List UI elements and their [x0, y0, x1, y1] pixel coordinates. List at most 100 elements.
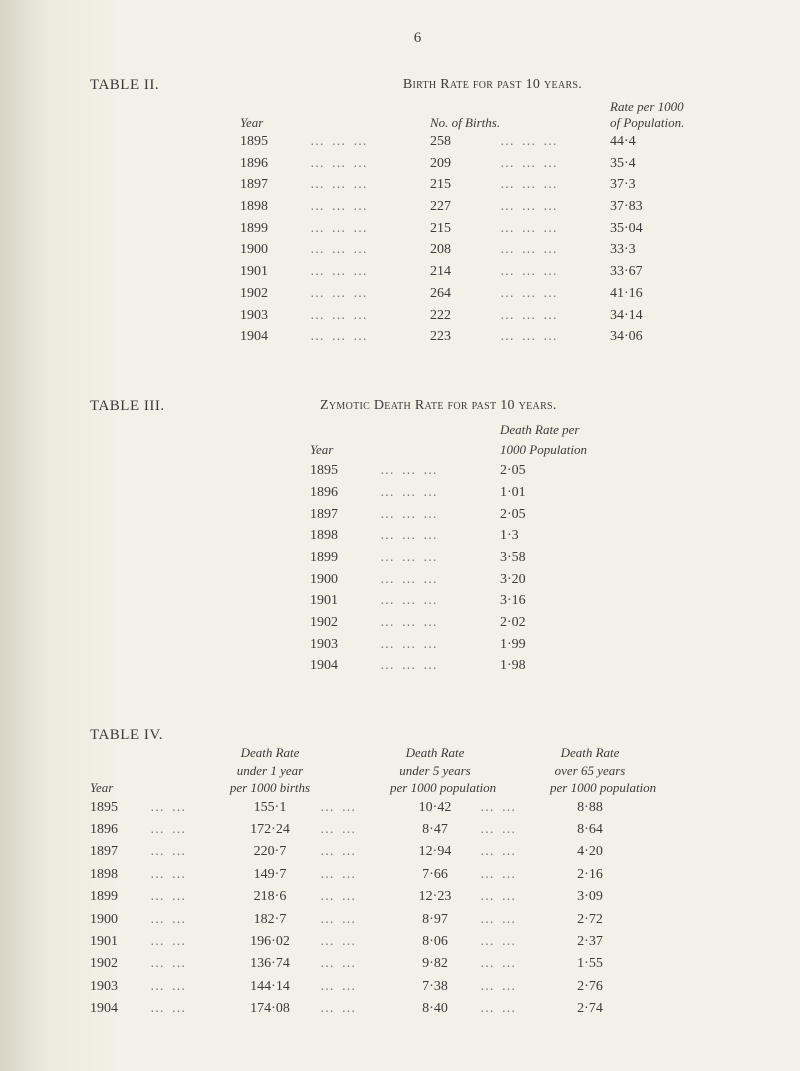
dots: … …: [320, 909, 390, 931]
cell-year: 1898: [90, 864, 150, 886]
cell-rate: 3·20: [500, 569, 580, 591]
cell-rate: 35·04: [610, 218, 690, 240]
table-row: 1900… … …208… … …33·3: [90, 239, 745, 261]
table-4-h1-l3: per 1000 births: [220, 779, 320, 797]
cell-year: 1900: [90, 909, 150, 931]
dots: … … …: [380, 504, 500, 526]
cell-year: 1897: [310, 504, 380, 526]
table-3: TABLE III. Zymotic Death Rate for past 1…: [90, 398, 745, 677]
table-3-rate-header-l2: 1000 Population: [500, 440, 580, 460]
dots: … …: [480, 909, 550, 931]
cell-over65: 2·74: [550, 998, 630, 1020]
cell-under5: 8·97: [390, 909, 480, 931]
table-row: 1896… … …1·01: [90, 482, 745, 504]
dots: … …: [150, 819, 220, 841]
table-row: 1898… …149·7… …7·66… …2·16: [90, 864, 745, 886]
table-row: 1902… …136·74… …9·82… …1·55: [90, 953, 745, 975]
table-row: 1897… … …2·05: [90, 504, 745, 526]
dots: … …: [150, 864, 220, 886]
table-row: 1896… … …209… … …35·4: [90, 153, 745, 175]
cell-rate: 33·67: [610, 261, 690, 283]
cell-year: 1897: [240, 174, 310, 196]
dots: … …: [150, 953, 220, 975]
dots: … … …: [500, 283, 610, 305]
table-row: 1904… … …223… … …34·06: [90, 326, 745, 348]
cell-rate: 3·16: [500, 590, 580, 612]
cell-births: 223: [430, 326, 500, 348]
cell-rate: 44·4: [610, 131, 690, 153]
cell-rate: 41·16: [610, 283, 690, 305]
cell-under1: 144·14: [220, 976, 320, 998]
cell-over65: 2·76: [550, 976, 630, 998]
table-row: 1895… … …258… … …44·4: [90, 131, 745, 153]
cell-year: 1897: [90, 841, 150, 863]
table-4: TABLE IV. Death Rate Death Rate Death Ra…: [90, 727, 745, 1021]
cell-births: 222: [430, 305, 500, 327]
cell-over65: 2·37: [550, 931, 630, 953]
table-4-h2-l3: per 1000 population: [390, 779, 480, 797]
table-2-rate-header-l2: of Population.: [610, 115, 690, 131]
table-row: 1897… … …215… … …37·3: [90, 174, 745, 196]
cell-births: 215: [430, 174, 500, 196]
dots: … … …: [310, 305, 430, 327]
dots: … …: [150, 998, 220, 1020]
table-row: 1904… …174·08… …8·40… …2·74: [90, 998, 745, 1020]
cell-rate: 37·83: [610, 196, 690, 218]
cell-rate: 2·05: [500, 460, 580, 482]
dots: … … …: [380, 634, 500, 656]
dots: … … …: [500, 261, 610, 283]
dots: … …: [320, 976, 390, 998]
dots: … …: [320, 841, 390, 863]
table-4-label: TABLE IV.: [90, 727, 745, 744]
dots: … … …: [380, 569, 500, 591]
cell-year: 1898: [310, 525, 380, 547]
dots: … … …: [500, 239, 610, 261]
cell-year: 1904: [240, 326, 310, 348]
cell-year: 1903: [90, 976, 150, 998]
cell-over65: 8·64: [550, 819, 630, 841]
dots: … … …: [310, 131, 430, 153]
cell-rate: 1·01: [500, 482, 580, 504]
table-row: 1903… … …1·99: [90, 634, 745, 656]
cell-year: 1895: [240, 131, 310, 153]
cell-rate: 2·02: [500, 612, 580, 634]
table-4-h3-l2: over 65 years: [550, 762, 630, 780]
cell-rate: 2·05: [500, 504, 580, 526]
cell-over65: 8·88: [550, 797, 630, 819]
table-2-label: TABLE II.: [90, 77, 240, 99]
table-2: TABLE II. Birth Rate for past 10 years. …: [90, 77, 745, 348]
table-row: 1901… … …214… … …33·67: [90, 261, 745, 283]
cell-rate: 1·98: [500, 655, 580, 677]
table-row: 1898… … …1·3: [90, 525, 745, 547]
cell-births: 215: [430, 218, 500, 240]
table-4-h2-l1: Death Rate: [390, 744, 480, 762]
cell-births: 258: [430, 131, 500, 153]
dots: … …: [150, 931, 220, 953]
table-4-h1-l2: under 1 year: [220, 762, 320, 780]
table-row: 1899… … …3·58: [90, 547, 745, 569]
table-row: 1897… …220·7… …12·94… …4·20: [90, 841, 745, 863]
cell-under5: 8·06: [390, 931, 480, 953]
table-2-title: Birth Rate for past 10 years.: [240, 77, 745, 93]
table-3-year-header: Year: [310, 440, 380, 460]
table-4-h3-l1: Death Rate: [550, 744, 630, 762]
dots: … …: [150, 797, 220, 819]
dots: … … …: [500, 196, 610, 218]
cell-year: 1895: [90, 797, 150, 819]
dots: … …: [150, 841, 220, 863]
dots: … …: [480, 953, 550, 975]
table-2-year-header: Year: [240, 115, 310, 131]
dots: … …: [150, 886, 220, 908]
cell-under1: 155·1: [220, 797, 320, 819]
dots: … … …: [380, 460, 500, 482]
dots: … … …: [380, 525, 500, 547]
cell-year: 1902: [90, 953, 150, 975]
dots: … … …: [500, 305, 610, 327]
cell-year: 1904: [310, 655, 380, 677]
dots: … … …: [310, 153, 430, 175]
cell-under1: 196·02: [220, 931, 320, 953]
cell-over65: 3·09: [550, 886, 630, 908]
table-row: 1895… … …2·05: [90, 460, 745, 482]
table-row: 1898… … …227… … …37·83: [90, 196, 745, 218]
cell-rate: 1·3: [500, 525, 580, 547]
